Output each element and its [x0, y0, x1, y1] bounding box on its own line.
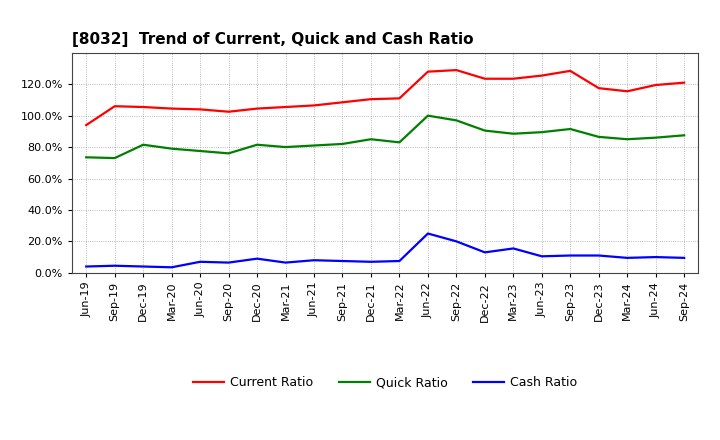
- Cash Ratio: [196, 259, 204, 264]
- Cash Ratio: [509, 246, 518, 251]
- Quick Ratio: [225, 151, 233, 156]
- Current Ratio: [680, 80, 688, 85]
- Current Ratio: [623, 88, 631, 94]
- Quick Ratio: [566, 126, 575, 132]
- Quick Ratio: [167, 146, 176, 151]
- Current Ratio: [566, 68, 575, 73]
- Cash Ratio: [282, 260, 290, 265]
- Cash Ratio: [537, 253, 546, 259]
- Current Ratio: [282, 104, 290, 110]
- Quick Ratio: [452, 118, 461, 123]
- Cash Ratio: [310, 257, 318, 263]
- Quick Ratio: [623, 136, 631, 142]
- Current Ratio: [196, 107, 204, 112]
- Line: Quick Ratio: Quick Ratio: [86, 116, 684, 158]
- Current Ratio: [82, 122, 91, 128]
- Cash Ratio: [595, 253, 603, 258]
- Quick Ratio: [395, 140, 404, 145]
- Cash Ratio: [110, 263, 119, 268]
- Current Ratio: [253, 106, 261, 111]
- Cash Ratio: [82, 264, 91, 269]
- Cash Ratio: [623, 255, 631, 260]
- Quick Ratio: [110, 155, 119, 161]
- Current Ratio: [310, 103, 318, 108]
- Current Ratio: [452, 67, 461, 73]
- Quick Ratio: [537, 129, 546, 135]
- Quick Ratio: [423, 113, 432, 118]
- Current Ratio: [110, 103, 119, 109]
- Cash Ratio: [680, 255, 688, 260]
- Current Ratio: [652, 82, 660, 88]
- Quick Ratio: [253, 142, 261, 147]
- Quick Ratio: [282, 144, 290, 150]
- Quick Ratio: [652, 135, 660, 140]
- Quick Ratio: [366, 136, 375, 142]
- Text: [8032]  Trend of Current, Quick and Cash Ratio: [8032] Trend of Current, Quick and Cash …: [72, 33, 474, 48]
- Quick Ratio: [139, 142, 148, 147]
- Cash Ratio: [253, 256, 261, 261]
- Quick Ratio: [338, 141, 347, 147]
- Cash Ratio: [167, 264, 176, 270]
- Current Ratio: [338, 99, 347, 105]
- Quick Ratio: [196, 148, 204, 154]
- Current Ratio: [167, 106, 176, 111]
- Quick Ratio: [480, 128, 489, 133]
- Line: Current Ratio: Current Ratio: [86, 70, 684, 125]
- Cash Ratio: [480, 250, 489, 255]
- Legend: Current Ratio, Quick Ratio, Cash Ratio: Current Ratio, Quick Ratio, Cash Ratio: [188, 371, 582, 394]
- Cash Ratio: [338, 258, 347, 264]
- Current Ratio: [395, 96, 404, 101]
- Cash Ratio: [225, 260, 233, 265]
- Quick Ratio: [680, 132, 688, 138]
- Quick Ratio: [310, 143, 318, 148]
- Cash Ratio: [452, 239, 461, 244]
- Cash Ratio: [139, 264, 148, 269]
- Current Ratio: [480, 76, 489, 81]
- Cash Ratio: [652, 254, 660, 260]
- Quick Ratio: [595, 134, 603, 139]
- Current Ratio: [595, 85, 603, 91]
- Current Ratio: [139, 104, 148, 110]
- Cash Ratio: [395, 258, 404, 264]
- Cash Ratio: [366, 259, 375, 264]
- Quick Ratio: [509, 131, 518, 136]
- Current Ratio: [509, 76, 518, 81]
- Current Ratio: [366, 96, 375, 102]
- Line: Cash Ratio: Cash Ratio: [86, 234, 684, 267]
- Current Ratio: [537, 73, 546, 78]
- Current Ratio: [423, 69, 432, 74]
- Current Ratio: [225, 109, 233, 114]
- Quick Ratio: [82, 154, 91, 160]
- Cash Ratio: [566, 253, 575, 258]
- Cash Ratio: [423, 231, 432, 236]
